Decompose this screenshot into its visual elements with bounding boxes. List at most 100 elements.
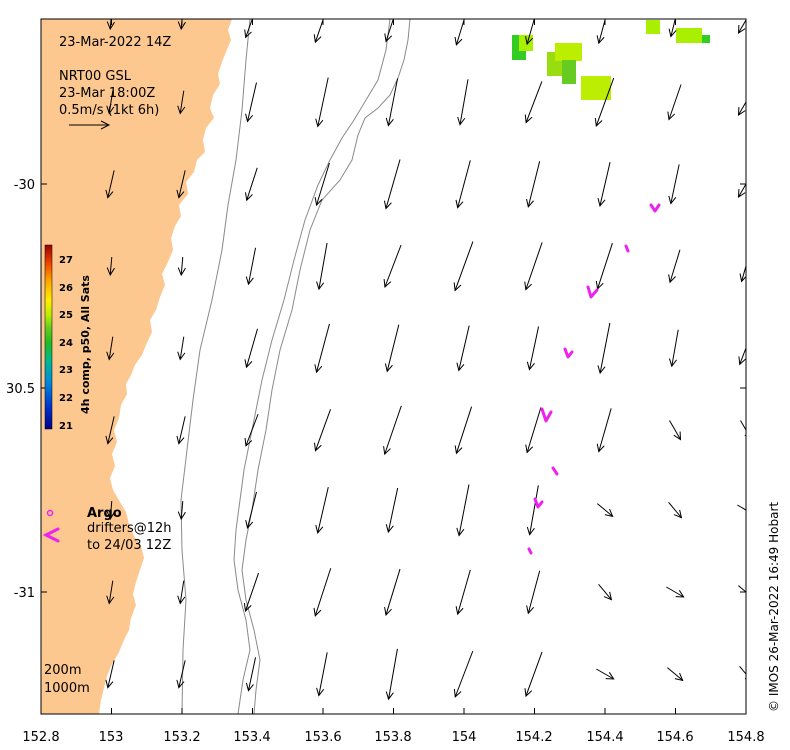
current-arrow [106, 580, 115, 605]
current-arrow [315, 486, 329, 534]
current-arrow [524, 242, 543, 291]
current-arrow [176, 660, 186, 689]
product-line-3: 0.5m/s (1kt 6h) [59, 103, 159, 118]
current-vectors [105, 19, 746, 701]
drifters-label-line-2: to 24/03 12Z [87, 538, 171, 553]
x-axis-labels: 152.8 153 153.2 153.4 153.6 153.8 154 15… [22, 730, 764, 745]
current-arrow [454, 406, 473, 455]
current-arrow [737, 504, 746, 511]
depth-label-1000m: 1000m [44, 681, 90, 696]
drifter-track [649, 203, 661, 213]
drifter-track [563, 347, 574, 359]
current-arrow [106, 90, 115, 115]
drifter-track [533, 497, 544, 509]
colorbar-tick: 22 [59, 393, 73, 404]
current-arrow [245, 247, 257, 286]
current-arrow [385, 648, 398, 701]
argo-marker [46, 509, 54, 517]
x-tick-label: 154.8 [727, 730, 764, 745]
current-arrow [245, 167, 258, 202]
current-arrow [177, 500, 186, 521]
current-arrow [668, 164, 680, 205]
current-arrow [176, 170, 186, 199]
drifters-label-line-1: drifters@12h [87, 521, 172, 536]
depth-label-200m: 200m [44, 663, 81, 678]
x-tick-label: 154 [452, 730, 477, 745]
drifter-track [551, 466, 559, 476]
current-arrow [598, 584, 613, 601]
current-arrow [106, 336, 115, 361]
current-arrow [524, 651, 543, 698]
date-label: 23-Mar-2022 14Z [59, 35, 171, 50]
x-tick-label: 153.2 [163, 730, 200, 745]
drifter-legend-marker [42, 527, 60, 543]
drifter-track [540, 407, 553, 423]
sst-pixel [562, 60, 576, 84]
drifter-track [527, 547, 533, 555]
current-arrow [526, 485, 539, 536]
current-arrow [594, 77, 615, 127]
current-arrow [737, 182, 746, 198]
current-arrow [314, 323, 330, 374]
colorbar-tick: 23 [59, 365, 73, 376]
colorbar [44, 244, 53, 430]
current-arrow [455, 569, 471, 616]
x-tick-label: 154.2 [515, 730, 552, 745]
current-arrow [245, 82, 257, 123]
current-arrow [384, 324, 400, 373]
current-arrow [385, 78, 399, 127]
current-arrow [526, 570, 541, 615]
current-arrow [737, 101, 746, 116]
current-arrow [384, 568, 401, 617]
x-tick-label: 153.6 [304, 730, 341, 745]
current-arrow [457, 79, 469, 126]
current-arrow [245, 491, 257, 530]
current-arrow [737, 19, 746, 34]
current-arrow [740, 420, 746, 437]
current-arrow [385, 487, 399, 534]
colorbar-tick: 24 [59, 338, 73, 349]
y-tick-label: -30 [14, 178, 35, 193]
current-arrow [667, 667, 684, 682]
sst-pixel [581, 76, 611, 100]
current-arrow [524, 81, 543, 124]
current-arrow [383, 405, 402, 456]
colorbar-tick: 21 [59, 421, 73, 432]
colorbar-tick: 25 [59, 310, 73, 321]
sst-pixel [676, 28, 702, 43]
current-arrow [313, 568, 332, 617]
x-tick-label: 153 [99, 730, 124, 745]
current-arrow [668, 502, 683, 519]
current-arrow [177, 580, 186, 605]
current-arrow [105, 170, 115, 199]
current-arrow [243, 572, 259, 612]
current-arrow [596, 408, 612, 453]
current-arrow [106, 256, 115, 277]
current-arrow [315, 77, 329, 128]
current-arrow [668, 329, 679, 368]
y-axis-labels: -30 30.5 -31 [6, 178, 35, 601]
product-line-2: 23-Mar 18:00Z [59, 86, 155, 101]
current-arrow [456, 325, 470, 372]
current-arrow [453, 650, 474, 698]
sst-pixel [519, 35, 533, 51]
isobath-2000m [241, 19, 411, 714]
current-arrow [244, 328, 258, 369]
current-arrow [316, 242, 328, 291]
current-arrow [597, 161, 611, 207]
current-arrow [739, 264, 746, 283]
sst-pixels [512, 20, 710, 100]
current-arrow [176, 416, 186, 445]
colorbar-ticks: 27 26 25 24 23 22 21 [59, 255, 73, 432]
sst-pixel [555, 43, 582, 61]
current-arrow [245, 657, 257, 692]
current-arrow [177, 256, 186, 277]
argo-label: Argo [87, 506, 122, 521]
current-arrow [383, 244, 402, 289]
current-arrow [666, 586, 685, 598]
sst-pixel [646, 20, 660, 34]
current-arrow [667, 84, 682, 121]
drifter-track [586, 285, 599, 299]
current-arrow [383, 159, 401, 210]
